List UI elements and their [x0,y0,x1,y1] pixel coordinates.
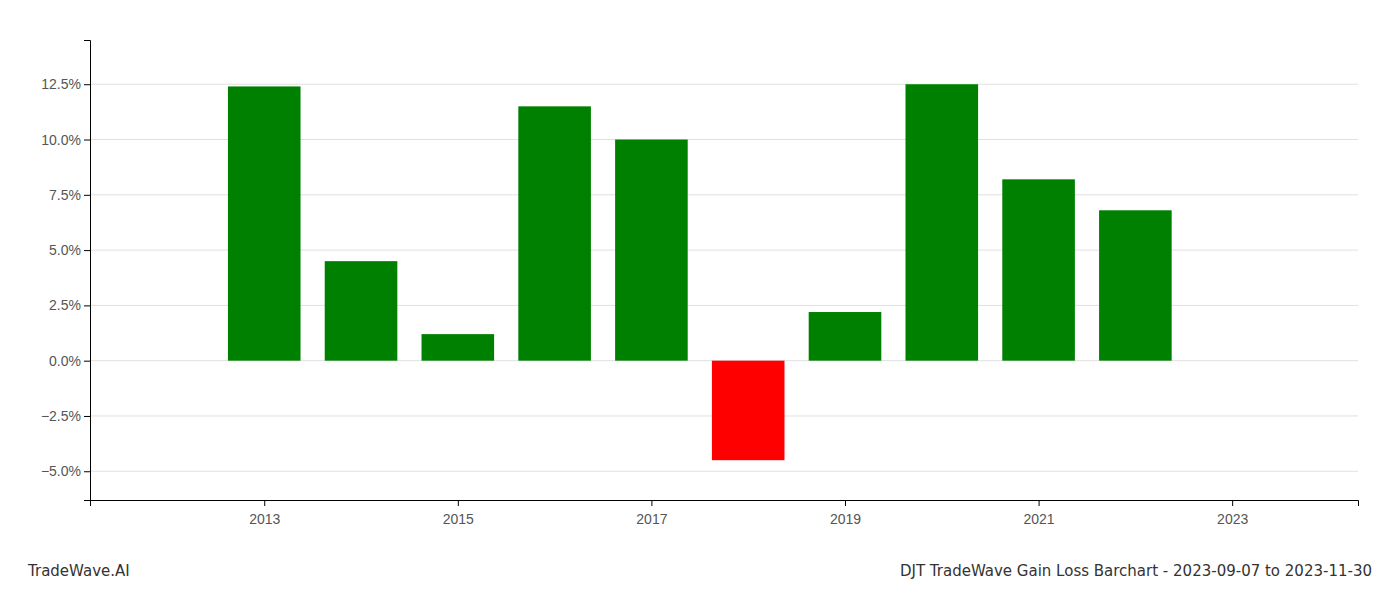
y-tick-mark [84,361,90,362]
bar [1002,179,1075,360]
y-tick: 10.0% [41,131,90,147]
y-tick-label: −5.0% [41,463,81,479]
y-tick: 2.5% [49,297,90,313]
title: DJT TradeWave Gain Loss Barchart - 2023-… [900,562,1372,580]
y-axis-line [84,41,91,501]
y-tick-label: 12.5% [41,76,81,92]
chart: 2013 2015 2017 2019 2021 2023 −5.0% −2.5% 0.0% 2.… [0,0,1400,600]
x-tick: 2015 [443,500,474,527]
x-axis-line [91,501,1359,507]
y-tick-label: 2.5% [49,297,81,313]
bar [905,84,978,360]
y-tick-label: 10.0% [41,131,81,147]
x-tick-mark [458,500,459,506]
footer: TradeWave.AI DJT TradeWave Gain Loss Barc… [27,562,1372,580]
y-tick: −5.0% [41,463,90,479]
x-tick-label: 2013 [249,511,280,527]
y-tick-mark [84,140,90,141]
bar [712,361,785,461]
x-axis: 2013 2015 2017 2019 2021 2023 [91,500,1359,527]
bar [422,334,495,361]
bar [325,261,398,361]
bars [228,84,1172,460]
y-tick: 7.5% [49,187,90,203]
x-tick-mark [651,500,652,506]
y-tick-mark [84,250,90,251]
x-tick-label: 2019 [830,511,861,527]
y-tick: −2.5% [41,408,90,424]
x-tick-mark [845,500,846,506]
x-tick-label: 2015 [443,511,474,527]
y-axis: −5.0% −2.5% 0.0% 2.5% 5.0% 7.5% 10.0% 12.5% [41,41,91,501]
y-tick-mark [84,416,90,417]
x-tick-label: 2017 [636,511,667,527]
y-tick-mark [84,84,90,85]
x-tick: 2013 [249,500,280,527]
bar [228,86,301,360]
y-tick-label: −2.5% [41,408,81,424]
x-tick: 2023 [1217,500,1248,527]
x-tick-mark [1232,500,1233,506]
bar [518,106,591,360]
y-tick-mark [84,305,90,306]
y-tick: 5.0% [49,242,90,258]
x-tick: 2017 [636,500,667,527]
bar [809,312,882,361]
grid [90,84,1358,471]
x-tick-mark [1039,500,1040,506]
x-tick: 2021 [1024,500,1055,527]
footer-label: TradeWave.AI [27,562,130,580]
x-tick-label: 2021 [1024,511,1055,527]
grid-line [90,471,1358,472]
bar [1099,210,1172,360]
bar [615,140,688,361]
y-tick-label: 0.0% [49,353,81,369]
y-tick-mark [84,195,90,196]
x-tick-label: 2023 [1217,511,1248,527]
y-tick: 0.0% [49,353,90,369]
x-tick-mark [264,500,265,506]
y-tick: 12.5% [41,76,90,92]
y-tick-label: 7.5% [49,187,81,203]
x-tick: 2019 [830,500,861,527]
grid-line [90,84,1358,85]
y-tick-label: 5.0% [49,242,81,258]
y-tick-mark [84,471,90,472]
